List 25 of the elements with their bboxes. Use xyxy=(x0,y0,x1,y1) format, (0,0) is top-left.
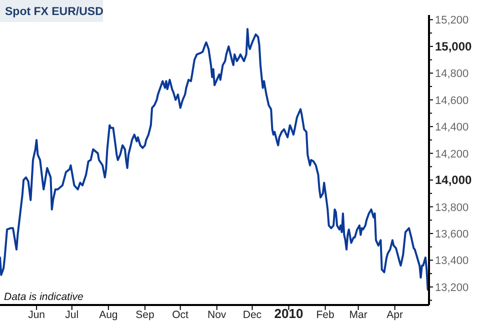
x-tick-label: Jul xyxy=(65,309,79,321)
x-tick-label: Apr xyxy=(386,309,404,321)
y-tick-label: 14,600 xyxy=(435,94,469,107)
x-tick-label: Dec xyxy=(242,309,262,321)
x-tick-label: Feb xyxy=(316,309,334,321)
chart-title: Spot FX EUR/USD xyxy=(5,6,104,18)
y-tick-label: 14,200 xyxy=(435,148,469,160)
x-tick-label: Aug xyxy=(99,309,118,321)
y-tick-label: 13,800 xyxy=(435,202,469,214)
y-tick-label: 14,400 xyxy=(435,122,469,134)
x-tick-label: Mar xyxy=(349,309,368,321)
annotation: Data is indicative xyxy=(4,291,84,303)
x-tick-label: 2010 xyxy=(274,306,304,321)
y-tick-label: 13,200 xyxy=(435,282,469,294)
x-tick-label: Nov xyxy=(208,309,227,321)
y-tick-label: 13,600 xyxy=(435,228,469,240)
x-tick-label: Oct xyxy=(172,309,189,321)
x-tick-label: Jun xyxy=(28,309,46,321)
x-tick-label: Sep xyxy=(136,309,154,321)
y-tick-label: 14,000 xyxy=(435,173,472,188)
y-tick-label: 15,000 xyxy=(435,39,472,54)
y-tick-label: 14,800 xyxy=(435,68,469,80)
y-tick-label: 15,200 xyxy=(435,14,469,27)
y-tick-label: 13,400 xyxy=(435,255,469,268)
line-series xyxy=(0,28,429,291)
